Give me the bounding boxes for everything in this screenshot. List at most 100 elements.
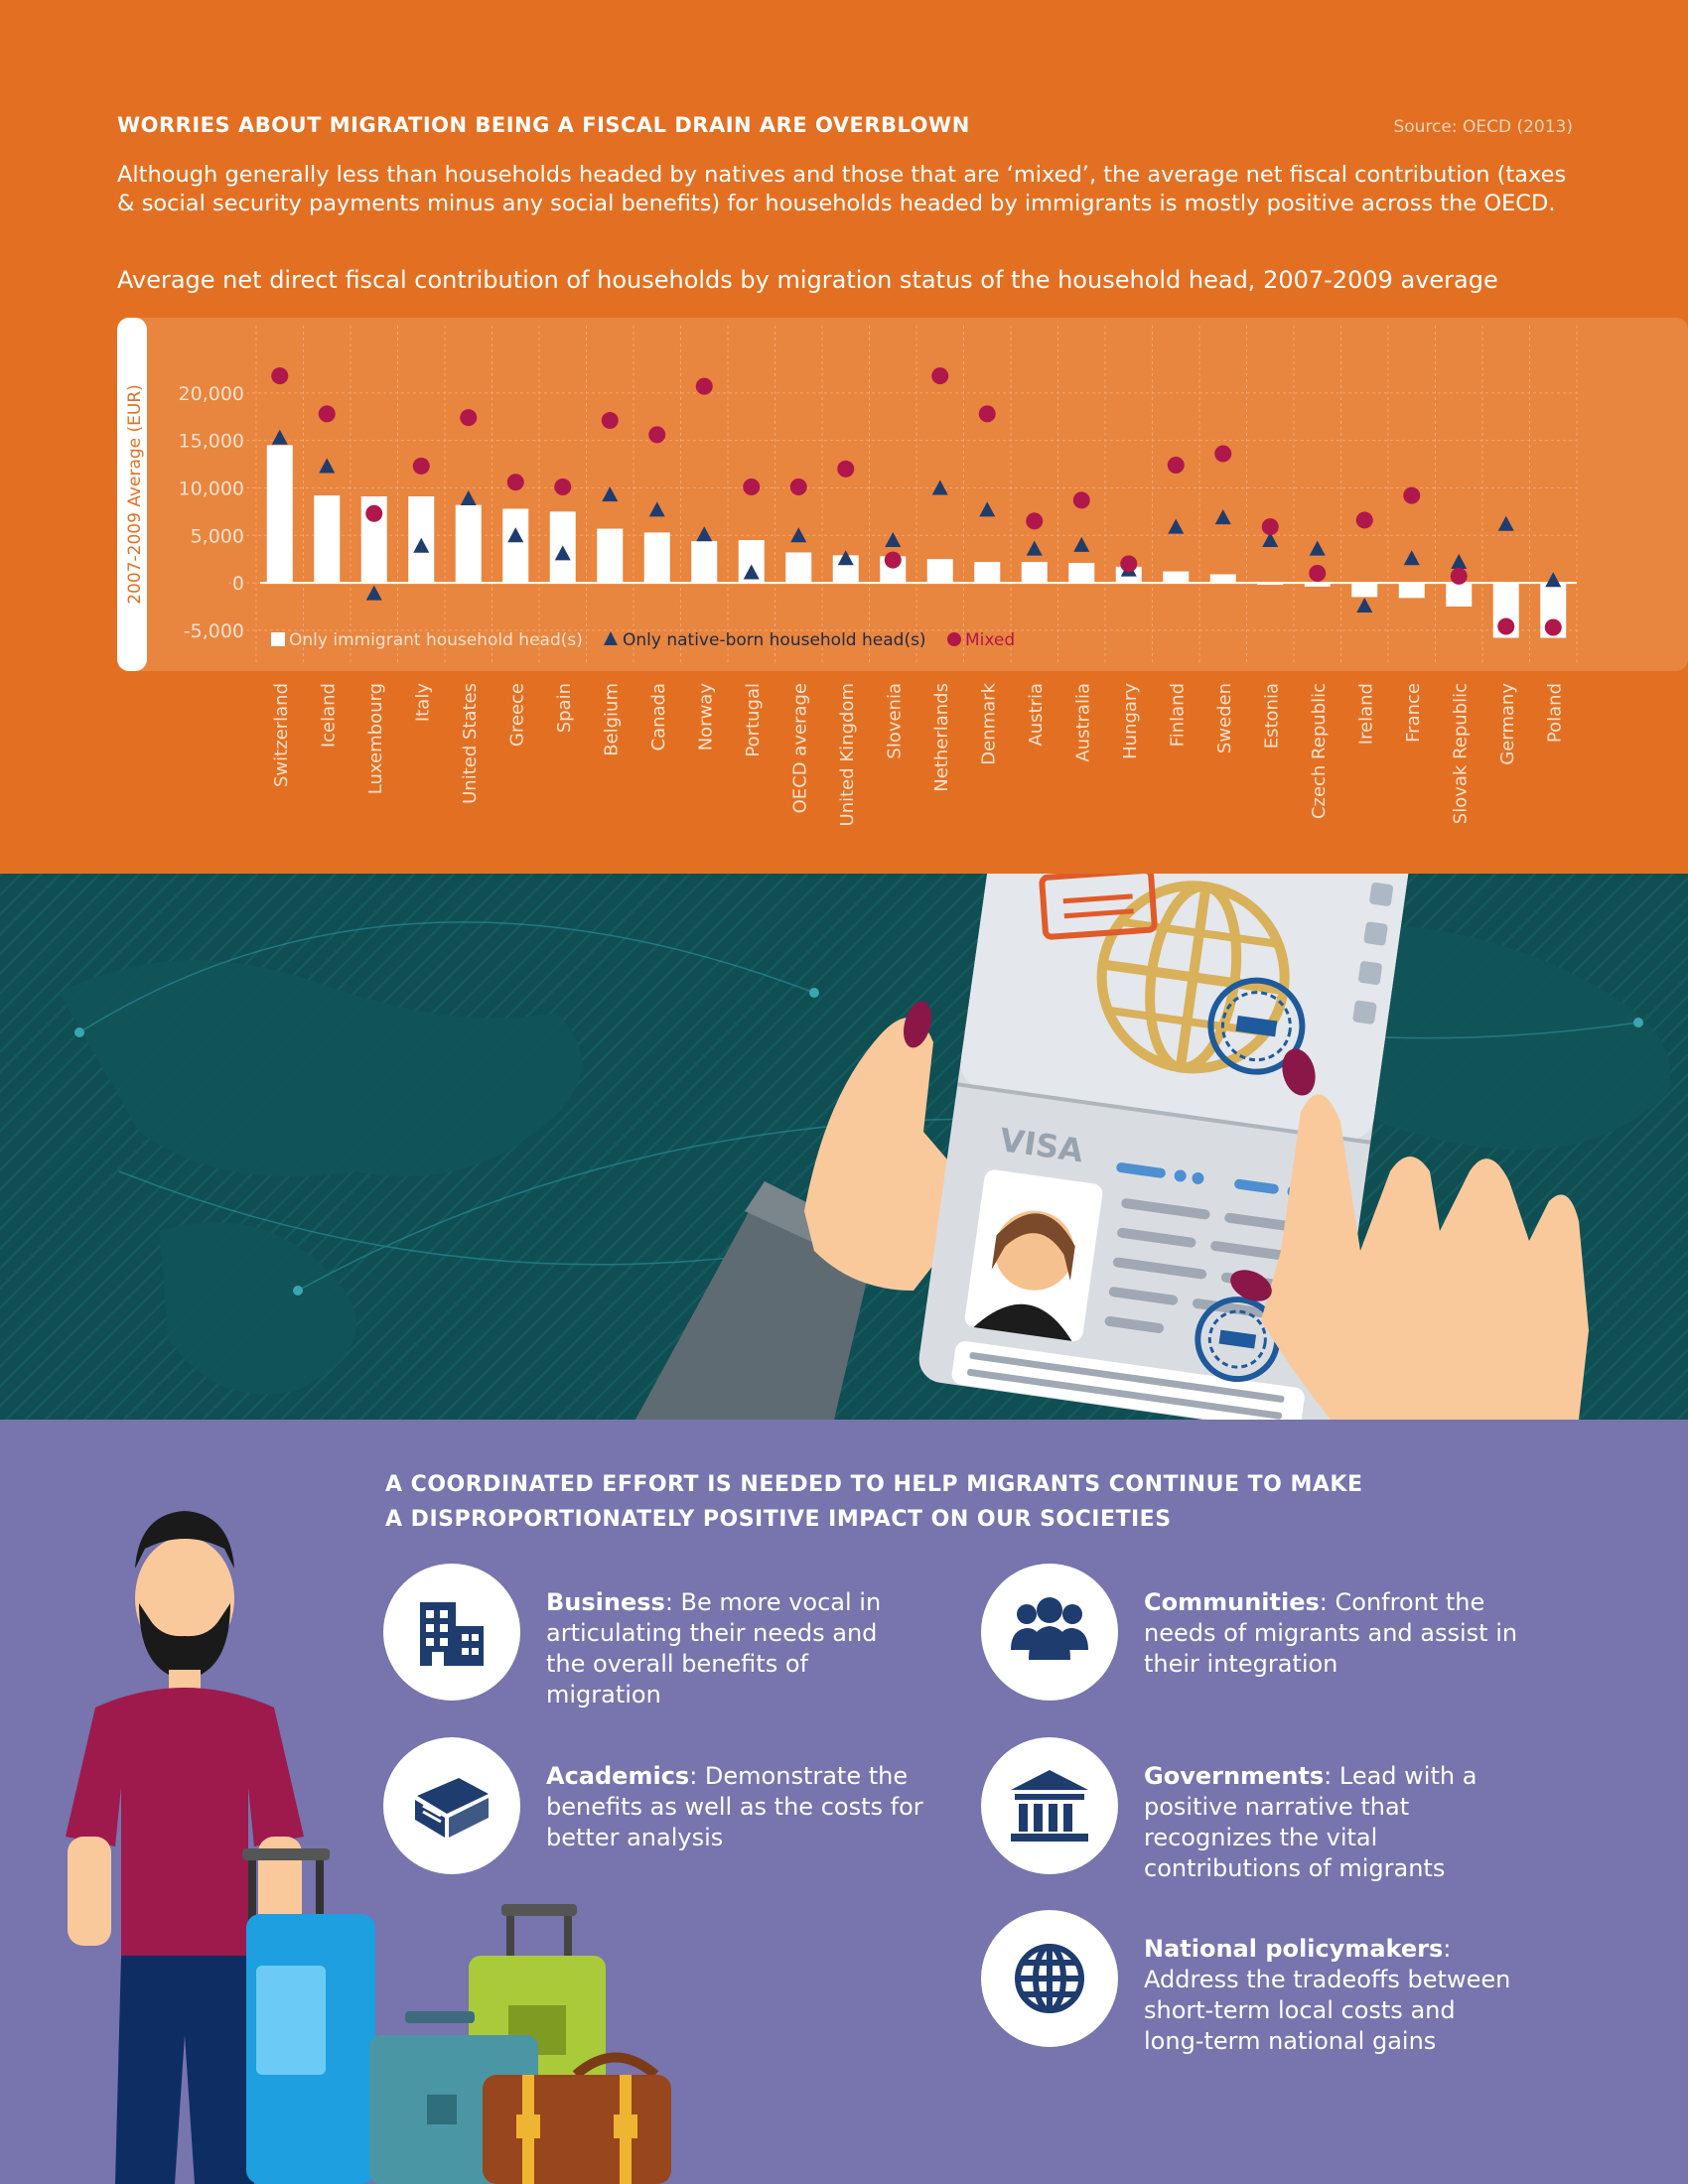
sleeve	[635, 1201, 874, 1420]
x-tick-label: United States	[460, 683, 481, 804]
headline: WORRIES ABOUT MIGRATION BEING A FISCAL D…	[117, 113, 970, 137]
y-tick-label: 5,000	[191, 525, 244, 547]
x-tick-label: Ireland	[1355, 683, 1376, 745]
recommendation-national-policymakers: National policymakers: Address the trade…	[1144, 1935, 1511, 2055]
native-marker	[1545, 572, 1562, 588]
native-marker	[743, 564, 760, 580]
native-marker	[885, 532, 902, 548]
y-axis-label-panel	[117, 318, 147, 671]
x-tick-label: Australia	[1072, 683, 1093, 762]
x-tick-label: Estonia	[1261, 683, 1282, 749]
bar	[1446, 583, 1473, 607]
bar	[785, 552, 812, 584]
mixed-marker	[460, 409, 478, 427]
native-marker	[1403, 550, 1420, 566]
legend-label-immigrant: Only immigrant household head(s)	[289, 630, 583, 650]
mixed-marker	[648, 426, 666, 444]
x-tick-label: Slovak Republic	[1450, 683, 1471, 824]
native-marker	[979, 501, 996, 517]
x-tick-label: Belgium	[601, 683, 622, 756]
mixed-marker	[1355, 511, 1373, 529]
source-note: Source: OECD (2013)	[1393, 117, 1573, 137]
passport-illustration-section: VISA	[0, 874, 1688, 1420]
bar	[1351, 583, 1378, 598]
mixed-marker	[1120, 555, 1138, 573]
intro-paragraph: Although generally less than households …	[117, 162, 1567, 216]
mixed-marker	[1167, 456, 1185, 474]
bar	[266, 445, 293, 584]
native-marker	[1168, 518, 1185, 534]
chart-section: WORRIES ABOUT MIGRATION BEING A FISCAL D…	[0, 0, 1688, 874]
y-tick-label: 0	[232, 573, 244, 595]
bar	[926, 559, 953, 584]
x-tick-label: Spain	[554, 683, 575, 733]
mixed-marker	[1309, 565, 1327, 582]
recommendation-communities: Communities: Confront the needs of migra…	[1144, 1588, 1518, 1678]
bar	[1398, 583, 1425, 599]
mixed-marker	[412, 457, 430, 475]
x-tick-label: Hungary	[1120, 683, 1141, 759]
recommendation-academics: Academics: Demonstrate the benefits as w…	[546, 1762, 923, 1851]
mixed-marker	[271, 367, 289, 385]
government-building-icon	[981, 1737, 1118, 1874]
x-tick-label: Sweden	[1214, 683, 1235, 753]
bar	[455, 504, 482, 584]
x-tick-label: Luxembourg	[365, 683, 386, 794]
y-tick-label: 20,000	[179, 383, 244, 405]
y-axis-label: 2007-2009 Average (EUR)	[125, 384, 145, 605]
y-tick-label: 15,000	[179, 431, 244, 453]
plot-area	[117, 318, 1688, 671]
recommendation-governments: Governments: Lead with a positive narrat…	[1144, 1762, 1477, 1882]
native-marker	[648, 501, 665, 517]
x-tick-label: Greece	[506, 683, 527, 747]
x-tick-label: Slovenia	[884, 683, 905, 759]
mixed-marker	[1026, 512, 1044, 530]
luggage	[242, 1848, 671, 2184]
x-tick-label: OECD average	[789, 683, 810, 813]
mixed-marker	[695, 377, 713, 395]
native-marker	[1214, 509, 1231, 525]
chart-subtitle: Average net direct fiscal contribution o…	[117, 266, 1498, 294]
x-tick-label: France	[1403, 683, 1424, 743]
x-tick-label: Denmark	[978, 682, 999, 764]
mixed-marker	[1072, 491, 1090, 509]
native-marker	[1262, 532, 1279, 548]
bar	[1021, 562, 1048, 584]
fiscal-contribution-chart: 20,000 15,000 10,000 5,000 0 -5,000 2007-2009 …	[117, 318, 1688, 826]
mixed-marker	[365, 504, 383, 522]
bar	[502, 508, 529, 584]
legend-swatch-immigrant	[271, 632, 285, 646]
native-marker	[365, 585, 382, 601]
mixed-marker	[1261, 518, 1279, 536]
x-tick-label: Norway	[695, 683, 716, 751]
native-marker	[271, 429, 288, 445]
mixed-marker	[1403, 486, 1421, 504]
legend-label-native: Only native-born household head(s)	[623, 630, 926, 650]
x-tick-label: Finland	[1167, 683, 1188, 747]
bar	[974, 562, 1001, 584]
bar	[1068, 562, 1095, 584]
globe-icon	[981, 1910, 1118, 2047]
x-tick-label: Czech Republic	[1309, 683, 1330, 819]
native-marker	[1309, 540, 1326, 556]
bar	[1304, 583, 1331, 587]
x-tick-label: United Kingdom	[837, 683, 858, 826]
mixed-marker	[884, 551, 902, 569]
shirt	[66, 1688, 304, 1956]
legend-swatch-native	[604, 631, 618, 645]
legend-label-mixed: Mixed	[965, 630, 1015, 650]
book-icon	[383, 1737, 520, 1874]
native-marker	[602, 486, 619, 502]
native-marker	[1451, 554, 1468, 570]
bar	[1209, 574, 1236, 584]
right-hand	[1261, 1094, 1589, 1420]
native-marker	[1073, 536, 1090, 552]
x-tick-label: Netherlands	[931, 683, 952, 792]
native-marker	[319, 458, 336, 474]
bar	[691, 540, 718, 584]
mixed-marker	[978, 405, 996, 423]
x-tick-label: Germany	[1497, 683, 1518, 765]
x-tick-label: Iceland	[318, 683, 339, 748]
mixed-marker	[837, 460, 855, 478]
mixed-marker	[601, 412, 619, 430]
